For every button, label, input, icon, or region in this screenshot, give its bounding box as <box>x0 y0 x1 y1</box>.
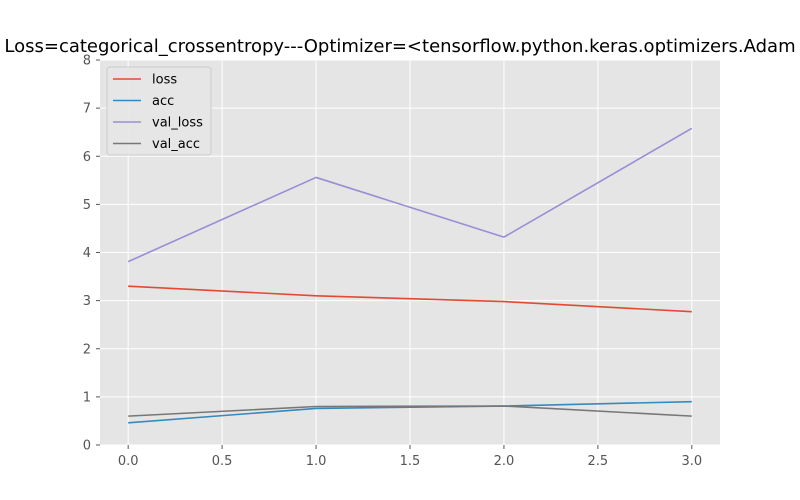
y-tick-label: 8 <box>83 54 91 69</box>
y-tick-label: 5 <box>83 198 91 213</box>
series-line-loss <box>128 285 692 313</box>
legend: loss acc val_loss val_acc <box>106 66 212 156</box>
legend-label-loss: loss <box>152 73 177 88</box>
legend-label-acc: acc <box>152 94 174 109</box>
chart-title: Loss=categorical_crossentropy---Optimize… <box>4 36 795 57</box>
axis-ticks: 0.0 0.5 1.0 1.5 2.0 2.5 3.0 0 1 2 3 4 5 6 7 8 <box>83 54 702 470</box>
x-tick-label: 0.0 <box>118 454 139 469</box>
y-tick-label: 6 <box>83 150 91 165</box>
series-line-acc <box>128 400 692 424</box>
x-tick-label: 3.0 <box>681 454 702 469</box>
series-line-val-loss <box>127 127 693 263</box>
y-tick-label: 4 <box>83 246 91 261</box>
series-lines <box>127 127 693 424</box>
y-tick-label: 3 <box>83 294 91 309</box>
x-tick-label: 1.5 <box>400 454 421 469</box>
series-line-val-acc <box>128 405 692 417</box>
y-tick-label: 1 <box>83 390 91 405</box>
x-tick-label: 2.5 <box>588 454 609 469</box>
y-tick-label: 7 <box>83 102 91 117</box>
y-tick-label: 0 <box>83 439 91 454</box>
x-tick-label: 0.5 <box>212 454 233 469</box>
y-tick-label: 2 <box>83 342 91 357</box>
legend-box <box>106 66 212 156</box>
grid-lines <box>100 59 720 446</box>
x-tick-label: 2.0 <box>494 454 515 469</box>
legend-label-val-acc: val_acc <box>152 137 200 152</box>
x-tick-label: 1.0 <box>306 454 327 469</box>
legend-label-val-loss: val_loss <box>152 116 203 131</box>
